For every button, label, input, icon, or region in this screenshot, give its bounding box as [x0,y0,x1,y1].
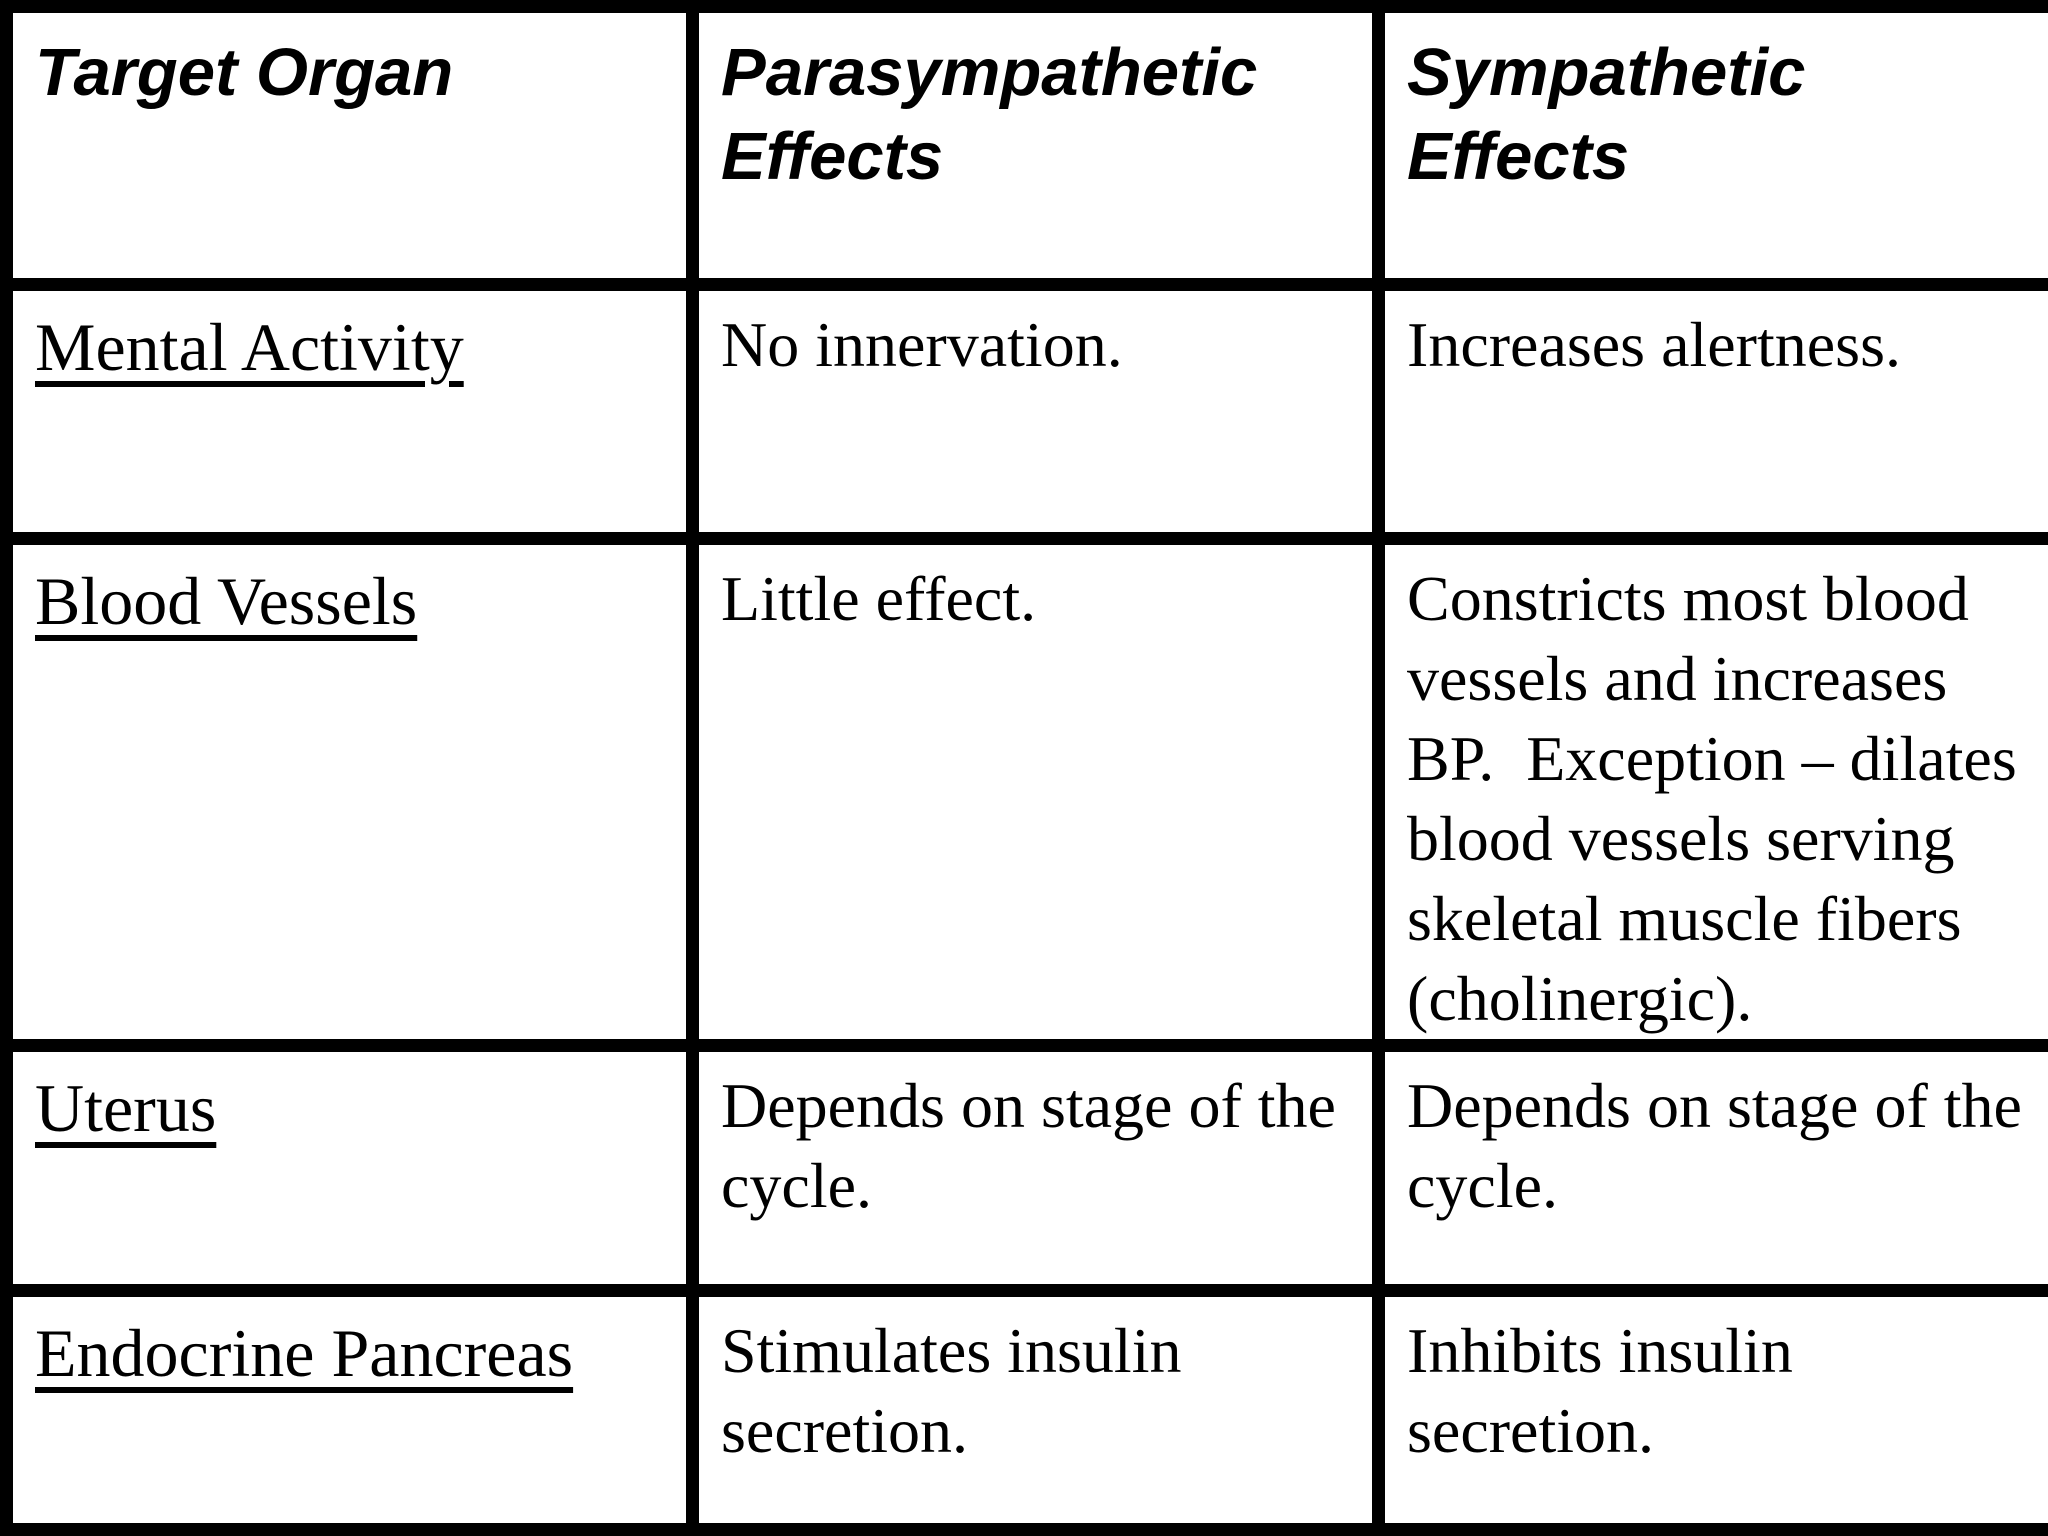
cell-organ: Endocrine Pancreas [0,1284,699,1536]
organ-name: Blood Vessels [35,563,418,639]
organ-name: Endocrine Pancreas [35,1315,574,1391]
organ-name: Mental Activity [35,309,464,385]
cell-parasympathetic-effect: No innervation. [686,278,1385,545]
organ-name: Uterus [35,1070,217,1146]
column-header-label: Sympathetic Effects [1407,35,1806,194]
table-row: Mental Activity No innervation. Increase… [0,278,2048,545]
cell-parasympathetic-effect: Little effect. [686,532,1385,1052]
effect-text: Constricts most blood vessels and increa… [1407,563,2033,1034]
cell-parasympathetic-effect: Depends on stage of the cycle. [686,1039,1385,1297]
table-row: Blood Vessels Little effect. Constricts … [0,532,2048,1052]
column-header-label: Parasympathetic Effects [721,35,1258,194]
cell-organ: Uterus [0,1039,699,1297]
cell-organ: Mental Activity [0,278,699,545]
table-row: Uterus Depends on stage of the cycle. De… [0,1039,2048,1297]
column-header-parasympathetic-effects: Parasympathetic Effects [686,0,1385,291]
table-row: Endocrine Pancreas Stimulates insulin se… [0,1284,2048,1536]
effect-text: Increases alertness. [1407,309,1901,380]
cell-parasympathetic-effect: Stimulates insulin secretion. [686,1284,1385,1536]
cell-sympathetic-effect: Inhibits insulin secretion. [1372,1284,2048,1536]
column-header-target-organ: Target Organ [0,0,699,291]
cell-organ: Blood Vessels [0,532,699,1052]
effect-text: No innervation. [721,309,1123,380]
effect-text: Depends on stage of the cycle. [721,1070,1352,1221]
column-header-sympathetic-effects: Sympathetic Effects [1372,0,2048,291]
cell-sympathetic-effect: Increases alertness. [1372,278,2048,545]
cell-sympathetic-effect: Constricts most blood vessels and increa… [1372,532,2048,1052]
header-row: Target Organ Parasympathetic Effects Sym… [0,0,2048,291]
effect-text: Depends on stage of the cycle. [1407,1070,2038,1221]
effect-text: Little effect. [721,563,1037,634]
effect-text: Stimulates insulin secretion. [721,1315,1198,1466]
effect-text: Inhibits insulin secretion. [1407,1315,1809,1466]
column-header-label: Target Organ [35,35,454,110]
cell-sympathetic-effect: Depends on stage of the cycle. [1372,1039,2048,1297]
